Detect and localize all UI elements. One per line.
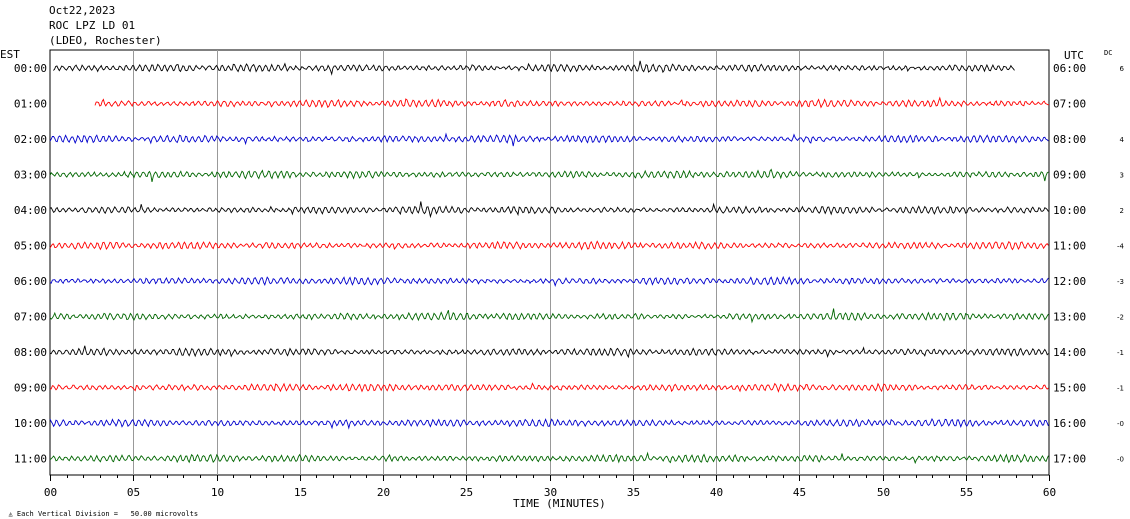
utc-time-label: 11:00 [1053, 240, 1086, 253]
utc-time-label: 17:00 [1053, 453, 1086, 466]
x-tick-label: 45 [793, 486, 806, 499]
dc-offset-label: -1 [1117, 385, 1124, 393]
est-time-label: 09:00 [14, 382, 47, 395]
seismic-trace [49, 275, 1049, 288]
x-tick-label: 35 [627, 486, 640, 499]
x-tick-label: 30 [544, 486, 557, 499]
est-time-label: 01:00 [14, 98, 47, 111]
utc-time-label: 14:00 [1053, 346, 1086, 359]
x-tick-label: 50 [877, 486, 890, 499]
est-time-label: 04:00 [14, 204, 47, 217]
est-time-label: 10:00 [14, 417, 47, 430]
utc-time-label: 09:00 [1053, 169, 1086, 182]
dc-offset-label: -0 [1117, 456, 1124, 464]
x-tick-label: 55 [960, 486, 973, 499]
est-time-label: 00:00 [14, 62, 47, 75]
seismic-trace [49, 382, 1049, 393]
utc-time-label: 07:00 [1053, 98, 1086, 111]
x-tick-label: 40 [710, 486, 723, 499]
x-tick-label: 20 [377, 486, 390, 499]
x-tick-label: 60 [1043, 486, 1056, 499]
station-code: ROC LPZ LD 01 [49, 19, 136, 32]
utc-time-label: 12:00 [1053, 275, 1086, 288]
seismic-trace [49, 418, 1049, 430]
utc-time-label: 08:00 [1053, 133, 1086, 146]
x-tick-label: 25 [460, 486, 473, 499]
seismic-trace [49, 308, 1049, 324]
utc-axis-label: UTC [1064, 49, 1084, 62]
utc-time-label: 16:00 [1053, 417, 1086, 430]
dc-offset-label: 6 [1120, 65, 1125, 73]
x-axis-title: TIME (MINUTES) [513, 497, 606, 510]
x-tick-label: 00 [44, 486, 57, 499]
dc-offset-label: 3 [1120, 172, 1124, 180]
utc-time-label: 06:00 [1053, 62, 1086, 75]
est-axis-label: EST [0, 48, 20, 61]
seismic-trace [94, 96, 1050, 109]
seismic-trace [49, 345, 1049, 359]
scale-marker-icon: ◬ [8, 510, 13, 518]
chart-date: Oct22,2023 [49, 4, 116, 17]
plot-frame [49, 49, 1050, 476]
est-time-label: 02:00 [14, 133, 47, 146]
est-time-label: 07:00 [14, 311, 47, 324]
x-tick-label: 05 [127, 486, 140, 499]
est-time-label: 08:00 [14, 346, 47, 359]
dc-offset-label: 4 [1120, 136, 1125, 144]
est-time-label: 03:00 [14, 169, 47, 182]
est-time-label: 05:00 [14, 240, 47, 253]
seismic-trace [49, 240, 1049, 251]
dc-offset-label: -3 [1117, 278, 1124, 286]
scale-note: ◬ Each Vertical Division = 50.00 microvo… [0, 502, 198, 518]
dc-offset-label: -0 [1117, 420, 1124, 428]
est-time-label: 06:00 [14, 275, 47, 288]
dc-column-label: DC [1104, 49, 1113, 57]
dc-offset-label: -1 [1117, 349, 1124, 357]
seismic-trace [49, 132, 1049, 147]
x-tick-label: 10 [211, 486, 224, 499]
seismic-trace [49, 451, 1049, 465]
dc-offset-label: 2 [1120, 207, 1124, 215]
dc-offset-label: -2 [1117, 314, 1124, 322]
seismic-trace [49, 201, 1049, 219]
dc-offset-label: -4 [1117, 243, 1125, 251]
est-time-label: 11:00 [14, 453, 47, 466]
scale-note-text: Each Vertical Division = 50.00 microvolt… [16, 510, 199, 518]
utc-time-label: 13:00 [1053, 311, 1086, 324]
utc-time-label: 15:00 [1053, 382, 1086, 395]
seismic-trace [49, 168, 1049, 182]
network-name: (LDEO, Rochester) [49, 34, 162, 47]
seismic-trace [52, 60, 1015, 76]
utc-time-label: 10:00 [1053, 204, 1086, 217]
x-tick-label: 15 [294, 486, 307, 499]
